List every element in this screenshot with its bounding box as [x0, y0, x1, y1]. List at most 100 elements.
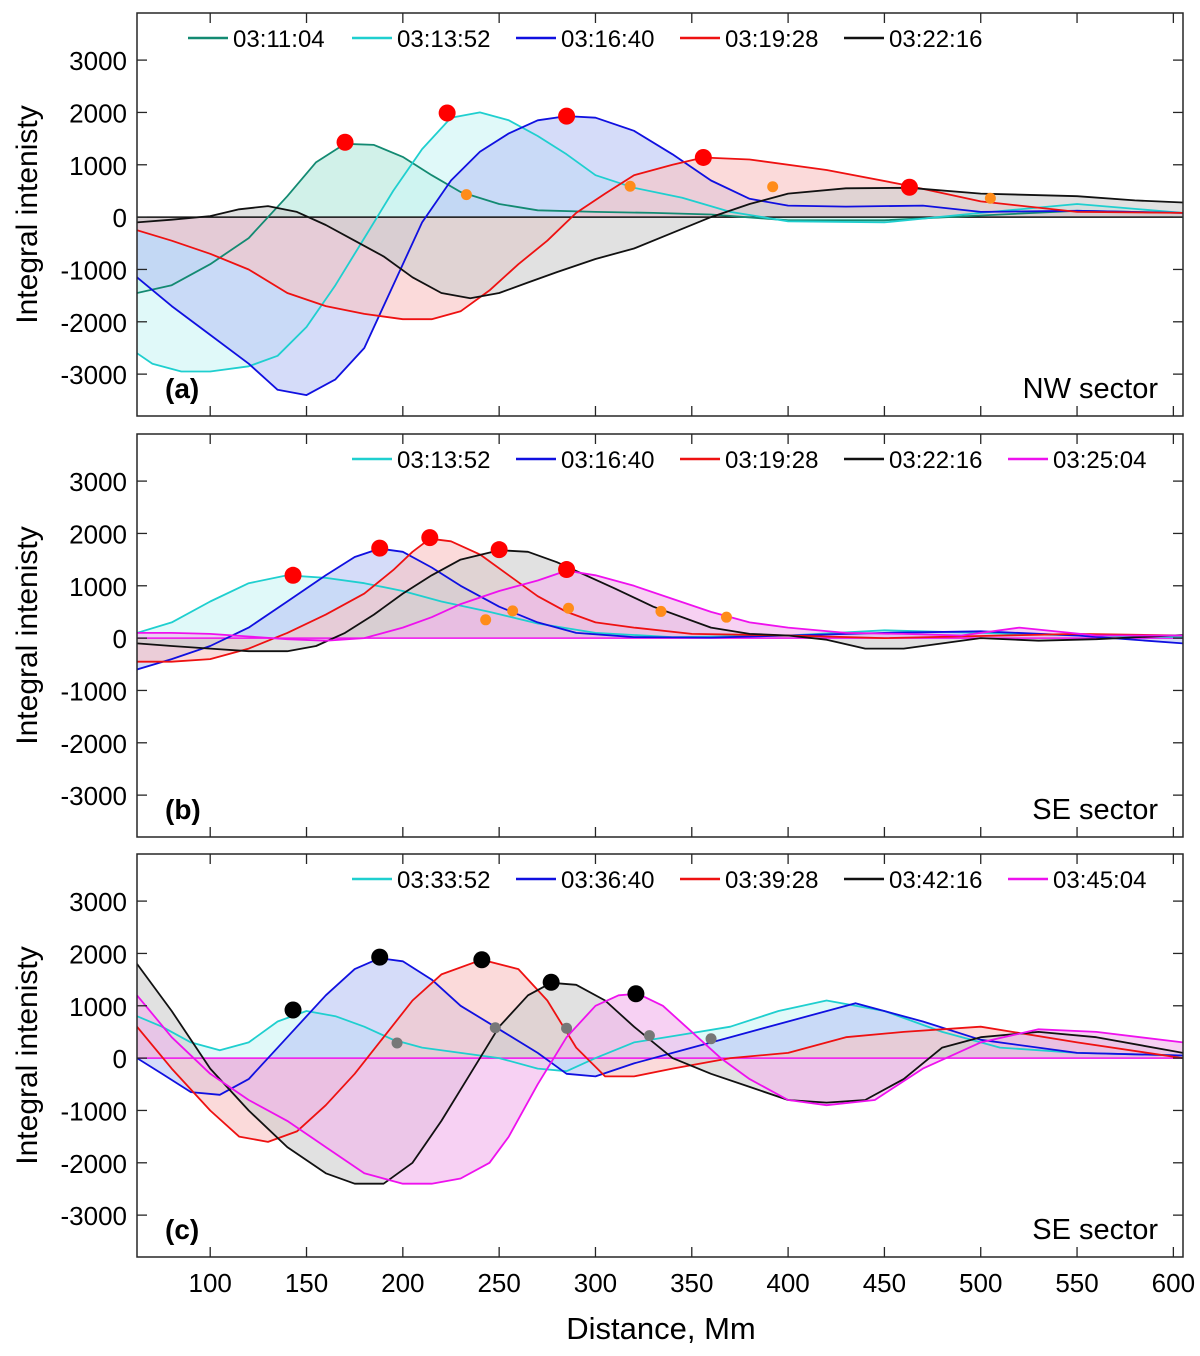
legend-entry: 03:13:52 [397, 447, 490, 474]
panel-b: -3000 -2000 -1000 0 1000 2000 3000 Integral int… [11, 433, 1184, 838]
peak-marker [284, 566, 302, 584]
series-area [137, 550, 1183, 652]
y-tick-label: -3000 [61, 1201, 128, 1231]
legend-entry: 03:19:28 [725, 447, 818, 474]
legend: 03:13:52 03:16:40 03:19:28 03:22:16 03:25:04 [352, 447, 1146, 474]
peak-marker [558, 107, 576, 125]
y-tick-label: -3000 [61, 360, 128, 390]
x-tick-label: 600 [1152, 1268, 1195, 1298]
y-tick-label: 2000 [69, 98, 127, 128]
series-line [137, 156, 1183, 321]
peak-marker [542, 973, 560, 991]
peak-marker [336, 133, 354, 151]
secondary-marker [507, 605, 519, 617]
y-tick-label: -1000 [61, 1096, 128, 1126]
legend-entry: 03:16:40 [561, 447, 654, 474]
y-tick-label: 3000 [69, 467, 127, 497]
secondary-marker [705, 1033, 717, 1045]
legend-entry: 03:45:04 [1053, 867, 1146, 894]
series-area [137, 143, 1183, 293]
y-tick-label: -2000 [61, 308, 128, 338]
peak-marker [490, 541, 508, 559]
peak-marker [284, 1001, 302, 1019]
peak-marker [558, 561, 576, 579]
axes-frame [136, 433, 1184, 838]
panel-a: -3000 -2000 -1000 0 1000 2000 3000 Integral int… [11, 12, 1184, 417]
x-tick-label: 200 [381, 1268, 424, 1298]
series-area [137, 187, 1183, 299]
legend-entry: 03:22:16 [889, 26, 982, 53]
secondary-marker [562, 602, 574, 614]
peak-marker [900, 178, 918, 196]
peak-marker [371, 948, 389, 966]
x-axis-label: Distance, Mm [566, 1311, 755, 1346]
legend-entry: 03:22:16 [889, 447, 982, 474]
x-tick-label: 300 [574, 1268, 617, 1298]
secondary-marker [655, 605, 667, 617]
y-axis-label: Integral intenisty [11, 526, 44, 744]
secondary-marker [460, 189, 472, 201]
axes-frame [136, 853, 1184, 1258]
y-axis-label: Integral intenisty [11, 105, 44, 323]
peak-marker [473, 951, 491, 969]
y-tick-label: 0 [113, 1044, 127, 1074]
y-tick-label: 0 [113, 203, 127, 233]
series-area [137, 958, 1183, 1095]
sector-label: SE sector [1032, 794, 1158, 826]
secondary-marker [624, 180, 636, 192]
series-line [137, 142, 1183, 294]
x-tick-label: 250 [477, 1268, 520, 1298]
y-tick-label: 1000 [69, 151, 127, 181]
legend-entry: 03:13:52 [397, 26, 490, 53]
legend: 03:33:52 03:36:40 03:39:28 03:42:16 03:45:04 [352, 867, 1146, 894]
y-tick-label: 2000 [69, 519, 127, 549]
x-tick-label: 500 [959, 1268, 1002, 1298]
secondary-marker [767, 181, 779, 193]
secondary-marker [489, 1022, 501, 1034]
y-tick-label: -2000 [61, 729, 128, 759]
x-tick-label: 400 [766, 1268, 809, 1298]
y-tick-label: 1000 [69, 572, 127, 602]
peak-marker [694, 148, 712, 166]
x-tick-label: 350 [670, 1268, 713, 1298]
secondary-marker [391, 1037, 403, 1049]
legend: 03:11:04 03:13:52 03:16:40 03:19:28 03:22:16 [188, 26, 982, 53]
legend-entry: 03:33:52 [397, 867, 490, 894]
y-tick-label: 3000 [69, 887, 127, 917]
y-tick-label: -2000 [61, 1149, 128, 1179]
secondary-marker [984, 192, 996, 204]
sector-label: NW sector [1023, 373, 1159, 405]
legend-entry: 03:25:04 [1053, 447, 1146, 474]
y-tick-label: 0 [113, 624, 127, 654]
y-tick-label: -1000 [61, 255, 128, 285]
legend-entry: 03:36:40 [561, 867, 654, 894]
y-tick-label: -3000 [61, 781, 128, 811]
secondary-marker [561, 1022, 573, 1034]
series-area [137, 570, 1183, 641]
series-line [137, 574, 1183, 638]
legend-entry: 03:39:28 [725, 867, 818, 894]
x-tick-label: 450 [863, 1268, 906, 1298]
panel-label: (c) [165, 1214, 199, 1245]
series-line [137, 115, 1183, 397]
peak-marker [627, 985, 645, 1003]
axes-frame [136, 12, 1184, 417]
peak-marker [371, 539, 389, 557]
y-tick-label: 3000 [69, 46, 127, 76]
peak-marker [438, 104, 456, 122]
y-tick-label: 2000 [69, 939, 127, 969]
series-line [137, 992, 1183, 1185]
legend-entry: 03:16:40 [561, 26, 654, 53]
legend-entry: 03:11:04 [233, 26, 325, 53]
legend-entry: 03:19:28 [725, 26, 818, 53]
secondary-marker [720, 611, 732, 623]
x-tick-label: 550 [1055, 1268, 1098, 1298]
y-tick-label: -1000 [61, 676, 128, 706]
legend-entry: 03:42:16 [889, 867, 982, 894]
series-line [137, 958, 1183, 1143]
sector-label: SE sector [1032, 1214, 1158, 1246]
y-tick-label: 1000 [69, 992, 127, 1022]
panel-label: (b) [165, 794, 201, 825]
panel-c: -3000 -2000 -1000 0 1000 2000 3000 100 150 200 250… [11, 853, 1195, 1298]
